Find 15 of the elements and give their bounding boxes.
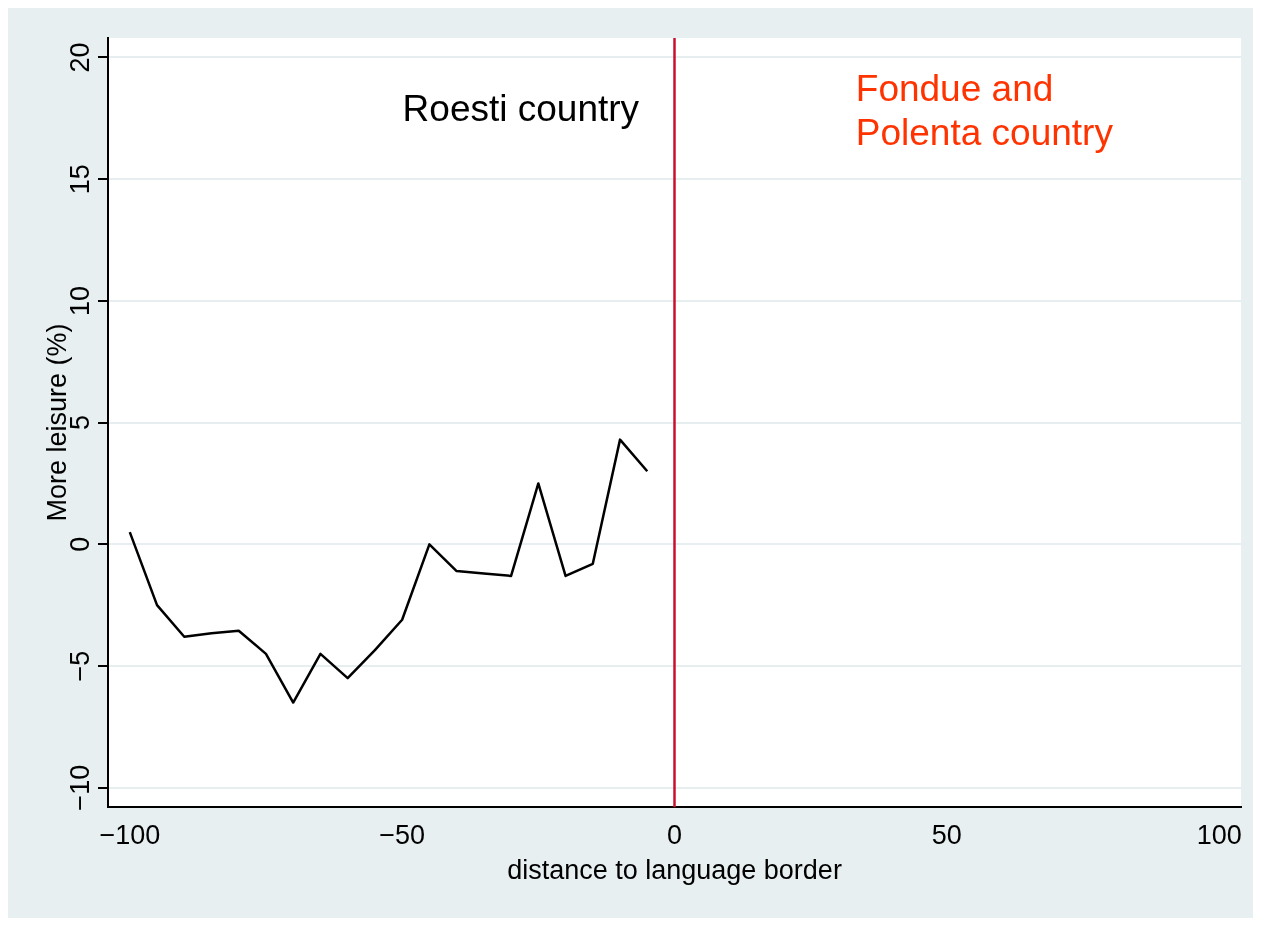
y-tick-label: 15 [65,164,96,195]
y-tick-label: 0 [65,536,96,552]
x-tick-label: −50 [379,819,426,850]
annotation: Roesti country [402,87,640,129]
x-tick-label: 0 [666,819,683,850]
y-tick-label: −10 [65,764,96,811]
x-tick-label: 100 [1196,819,1242,850]
x-tick-label: 50 [931,819,962,850]
y-tick-label: −5 [65,650,96,682]
x-tick-label: −100 [99,819,161,850]
y-tick-label: 10 [65,285,96,316]
y-tick-label: 5 [65,415,96,431]
x-axis-title: distance to language border [507,855,842,886]
y-tick-label: 20 [65,42,96,73]
annotation: Fondue and Polenta country [855,68,1114,154]
